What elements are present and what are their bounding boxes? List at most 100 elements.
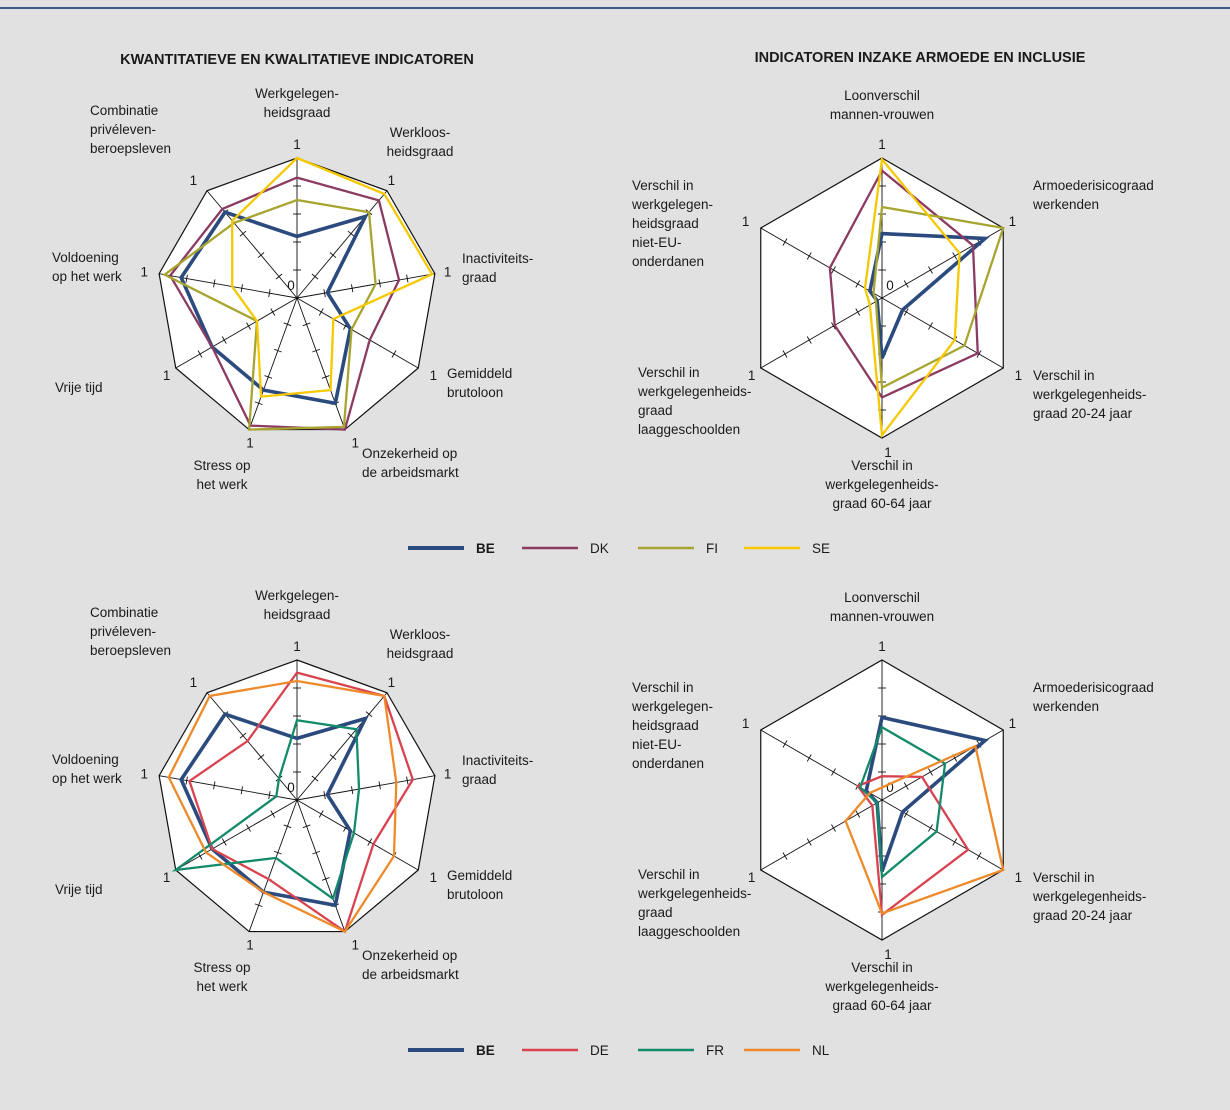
axis-label: privéleven-: [90, 624, 156, 639]
axis-label: Verschil in: [1033, 368, 1095, 383]
r-tick-label: 1: [246, 436, 254, 451]
axis-label: Gemiddeld: [447, 366, 512, 381]
tick-mark: [268, 791, 271, 800]
series-line: [167, 679, 398, 934]
r-tick-label: 1: [444, 264, 452, 279]
legend-label: FR: [706, 1043, 724, 1058]
tick-mark: [952, 838, 958, 846]
tick-mark: [378, 279, 381, 288]
r-tick-label: 1: [1015, 368, 1023, 383]
axis-label: Verschil in: [851, 960, 913, 975]
axis-label: heidsgraad: [264, 607, 331, 622]
tick-mark: [311, 273, 319, 280]
tick-mark: [254, 903, 263, 908]
axis-label: Werkloos-: [390, 125, 451, 140]
axis-label: Inactiviteits-: [462, 753, 533, 768]
series-line: [188, 671, 415, 934]
axis-label: werkgelegen-: [631, 197, 713, 212]
axis-label: werkgelegenheids-: [1032, 889, 1146, 904]
axis-label: Werkloos-: [390, 627, 451, 642]
axis-label: Combinatie: [90, 605, 158, 620]
tick-mark: [903, 280, 909, 288]
tick-mark: [323, 289, 326, 298]
tick-mark: [928, 266, 933, 274]
axis-label: Vrije tijd: [55, 882, 103, 897]
r-tick-label: 1: [748, 368, 756, 383]
tick-mark: [782, 238, 788, 246]
legend-label: SE: [812, 541, 830, 556]
tick-mark: [928, 322, 933, 330]
tick-mark: [246, 824, 251, 832]
spoke: [760, 227, 883, 299]
axis-label: onderdanen: [632, 756, 704, 771]
axis-label: op het werk: [52, 269, 122, 284]
tick-mark: [283, 824, 292, 829]
series-line: [179, 712, 369, 908]
axis-label: werkgelegenheids-: [824, 979, 938, 994]
r-tick-label: 1: [430, 368, 438, 383]
tick-mark: [903, 810, 909, 818]
series-line: [231, 156, 434, 398]
axis-label: werkenden: [1032, 197, 1099, 212]
r-tick-label: 0: [886, 780, 894, 795]
axis-label: onderdanen: [632, 254, 704, 269]
axis-label: werkgelegenheids-: [824, 477, 938, 492]
tick-mark: [323, 791, 326, 800]
tick-mark: [782, 350, 788, 358]
axis-label: laaggeschoolden: [638, 422, 740, 437]
tick-mark: [367, 838, 373, 846]
tick-mark: [197, 350, 203, 358]
tick-mark: [976, 852, 982, 860]
axis-label: graad: [462, 772, 497, 787]
r-tick-label: 1: [884, 445, 892, 460]
r-tick-label: 1: [1009, 214, 1017, 229]
tick-mark: [351, 284, 354, 293]
legend-label: DK: [590, 541, 609, 556]
tick-mark: [275, 273, 283, 280]
tick-mark: [213, 781, 216, 790]
axis-label: Loonverschil: [844, 88, 920, 103]
tick-mark: [185, 274, 188, 283]
axis-label: heidsgraad: [632, 718, 699, 733]
tick-mark: [240, 786, 243, 795]
axis-label: graad: [638, 403, 673, 418]
tick-mark: [806, 754, 812, 762]
axis-label: graad 60-64 jaar: [832, 998, 932, 1013]
tick-mark: [302, 824, 311, 829]
tick-mark: [268, 289, 271, 298]
series-line: [162, 198, 377, 431]
r-tick-label: 1: [878, 137, 886, 152]
axis-label: Armoederisicograad: [1033, 178, 1154, 193]
spoke: [175, 297, 298, 369]
axis-label: Gemiddeld: [447, 868, 512, 883]
axis-label: Onzekerheid op: [362, 446, 457, 461]
tick-mark: [347, 732, 355, 739]
tick-mark: [273, 348, 282, 353]
tick-mark: [928, 824, 933, 832]
axis-label: graad 20-24 jaar: [1033, 406, 1133, 421]
axis-label: Combinatie: [90, 103, 158, 118]
axis-label: Werkgelegen-: [255, 86, 339, 101]
axis-label: graad: [462, 270, 497, 285]
axis-label: heidsgraad: [264, 105, 331, 120]
series-line: [858, 725, 947, 880]
r-tick-label: 1: [430, 870, 438, 885]
axis-label: Vrije tijd: [55, 380, 103, 395]
axis-label: het werk: [196, 477, 247, 492]
axis-label: Voldoening: [52, 752, 119, 767]
spoke: [248, 799, 298, 932]
tick-mark: [221, 838, 227, 846]
r-tick-label: 0: [886, 278, 894, 293]
tick-mark: [270, 308, 276, 316]
r-tick-label: 1: [141, 766, 149, 781]
axis-label: Verschil in: [632, 680, 694, 695]
tick-mark: [806, 838, 812, 846]
tick-mark: [406, 274, 409, 283]
r-tick-label: 0: [287, 278, 295, 293]
r-tick-label: 1: [878, 639, 886, 654]
axis-label: privéleven-: [90, 122, 156, 137]
spoke: [175, 799, 298, 871]
tick-mark: [273, 850, 282, 855]
tick-mark: [855, 308, 861, 316]
spoke: [296, 297, 346, 430]
